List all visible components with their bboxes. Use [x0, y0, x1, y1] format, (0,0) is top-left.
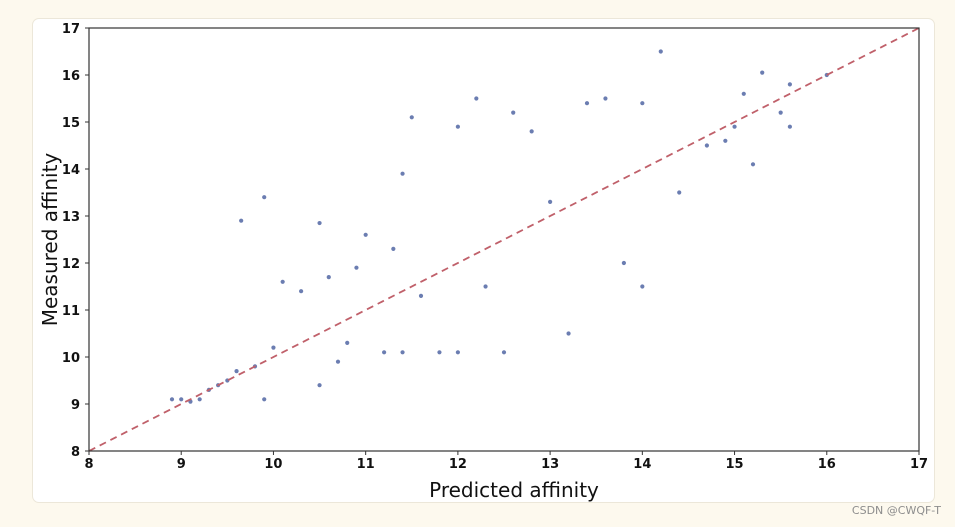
x-tick-label: 13: [541, 457, 559, 472]
watermark: CSDN @CWQF-T: [851, 504, 941, 517]
scatter-point: [501, 350, 507, 355]
scatter-point: [760, 70, 765, 75]
scatter-point: [239, 218, 244, 223]
scatter-point: [354, 265, 359, 270]
scatter-point: [400, 171, 405, 176]
x-tick-label: 11: [357, 457, 375, 472]
scatter-point: [335, 359, 341, 364]
y-tick-label: 9: [71, 398, 80, 413]
scatter-point: [197, 397, 202, 402]
scatter-point: [262, 195, 267, 200]
scatter-point: [455, 124, 460, 129]
x-tick-label: 9: [177, 457, 186, 472]
scatter-point: [271, 345, 276, 350]
x-tick-label: 12: [449, 457, 467, 472]
x-tick-label: 16: [818, 457, 836, 472]
y-axis-ticks: 8 9 10 11 12 13 14 15 16 17: [62, 22, 89, 460]
scatter-point: [787, 124, 792, 129]
x-tick-label: 10: [264, 457, 282, 472]
plot-area-frame: [88, 27, 920, 452]
scatter-point: [566, 331, 571, 336]
scatter-point: [741, 91, 746, 96]
scatter-point: [326, 275, 331, 280]
scatter-point: [262, 397, 267, 402]
y-tick-label: 14: [62, 163, 80, 178]
x-axis-label: Predicted affinity: [429, 478, 599, 502]
x-tick-label: 8: [84, 457, 93, 472]
scatter-point: [529, 129, 534, 134]
y-tick-label: 17: [62, 22, 80, 37]
scatter-points: [169, 49, 829, 404]
scatter-point: [750, 162, 756, 167]
scatter-point: [548, 199, 553, 204]
x-tick-label: 17: [910, 457, 928, 472]
y-tick-label: 15: [62, 116, 80, 131]
y-axis-label: Measured affinity: [38, 153, 62, 327]
scatter-point: [603, 96, 608, 101]
scatter-point: [363, 232, 368, 237]
scatter-point: [640, 101, 645, 106]
scatter-point: [437, 350, 442, 355]
scatter-point: [732, 124, 737, 129]
x-tick-label: 14: [633, 457, 651, 472]
scatter-point: [345, 340, 350, 345]
scatter-point: [391, 246, 396, 251]
scatter-point: [584, 101, 590, 106]
scatter-point: [483, 284, 488, 289]
scatter-point: [511, 110, 516, 115]
y-tick-label: 8: [71, 445, 80, 460]
scatter-point: [474, 96, 479, 101]
scatter-point: [723, 138, 728, 143]
scatter-point: [418, 293, 424, 298]
scatter-point: [787, 82, 792, 87]
scatter-point: [640, 284, 645, 289]
scatter-point: [179, 397, 184, 402]
y-tick-label: 10: [62, 351, 80, 366]
scatter-point: [299, 289, 304, 294]
scatter-point: [409, 115, 414, 120]
chart-card: 8 9 10 11 12 13 14 15 16 17 8 9 10 11 12 13 14 15 16 17 Pr…: [33, 19, 934, 502]
scatter-point: [400, 350, 405, 355]
scatter-point: [778, 110, 783, 115]
y-tick-label: 11: [62, 304, 80, 319]
scatter-point: [455, 350, 460, 355]
scatter-point: [317, 220, 322, 226]
x-axis-ticks: 8 9 10 11 12 13 14 15 16 17: [84, 451, 928, 472]
y-tick-label: 12: [62, 257, 80, 272]
scatter-point: [677, 190, 682, 195]
scatter-point: [658, 49, 663, 54]
scatter-point: [317, 383, 322, 388]
identity-reference-line: [88, 27, 920, 452]
y-tick-label: 16: [62, 69, 80, 84]
y-tick-label: 13: [62, 210, 80, 225]
x-tick-label: 15: [726, 457, 744, 472]
scatter-point: [621, 260, 626, 266]
scatter-point: [169, 397, 175, 402]
scatter-point: [234, 369, 239, 374]
scatter-point: [382, 350, 387, 355]
scatter-point: [280, 279, 285, 284]
scatter-point: [704, 143, 709, 148]
scatter-chart: 8 9 10 11 12 13 14 15 16 17 8 9 10 11 12 13 14 15 16 17 Pr…: [38, 22, 928, 502]
